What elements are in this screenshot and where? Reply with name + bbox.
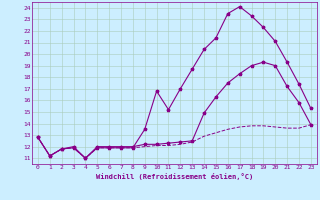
X-axis label: Windchill (Refroidissement éolien,°C): Windchill (Refroidissement éolien,°C) bbox=[96, 173, 253, 180]
